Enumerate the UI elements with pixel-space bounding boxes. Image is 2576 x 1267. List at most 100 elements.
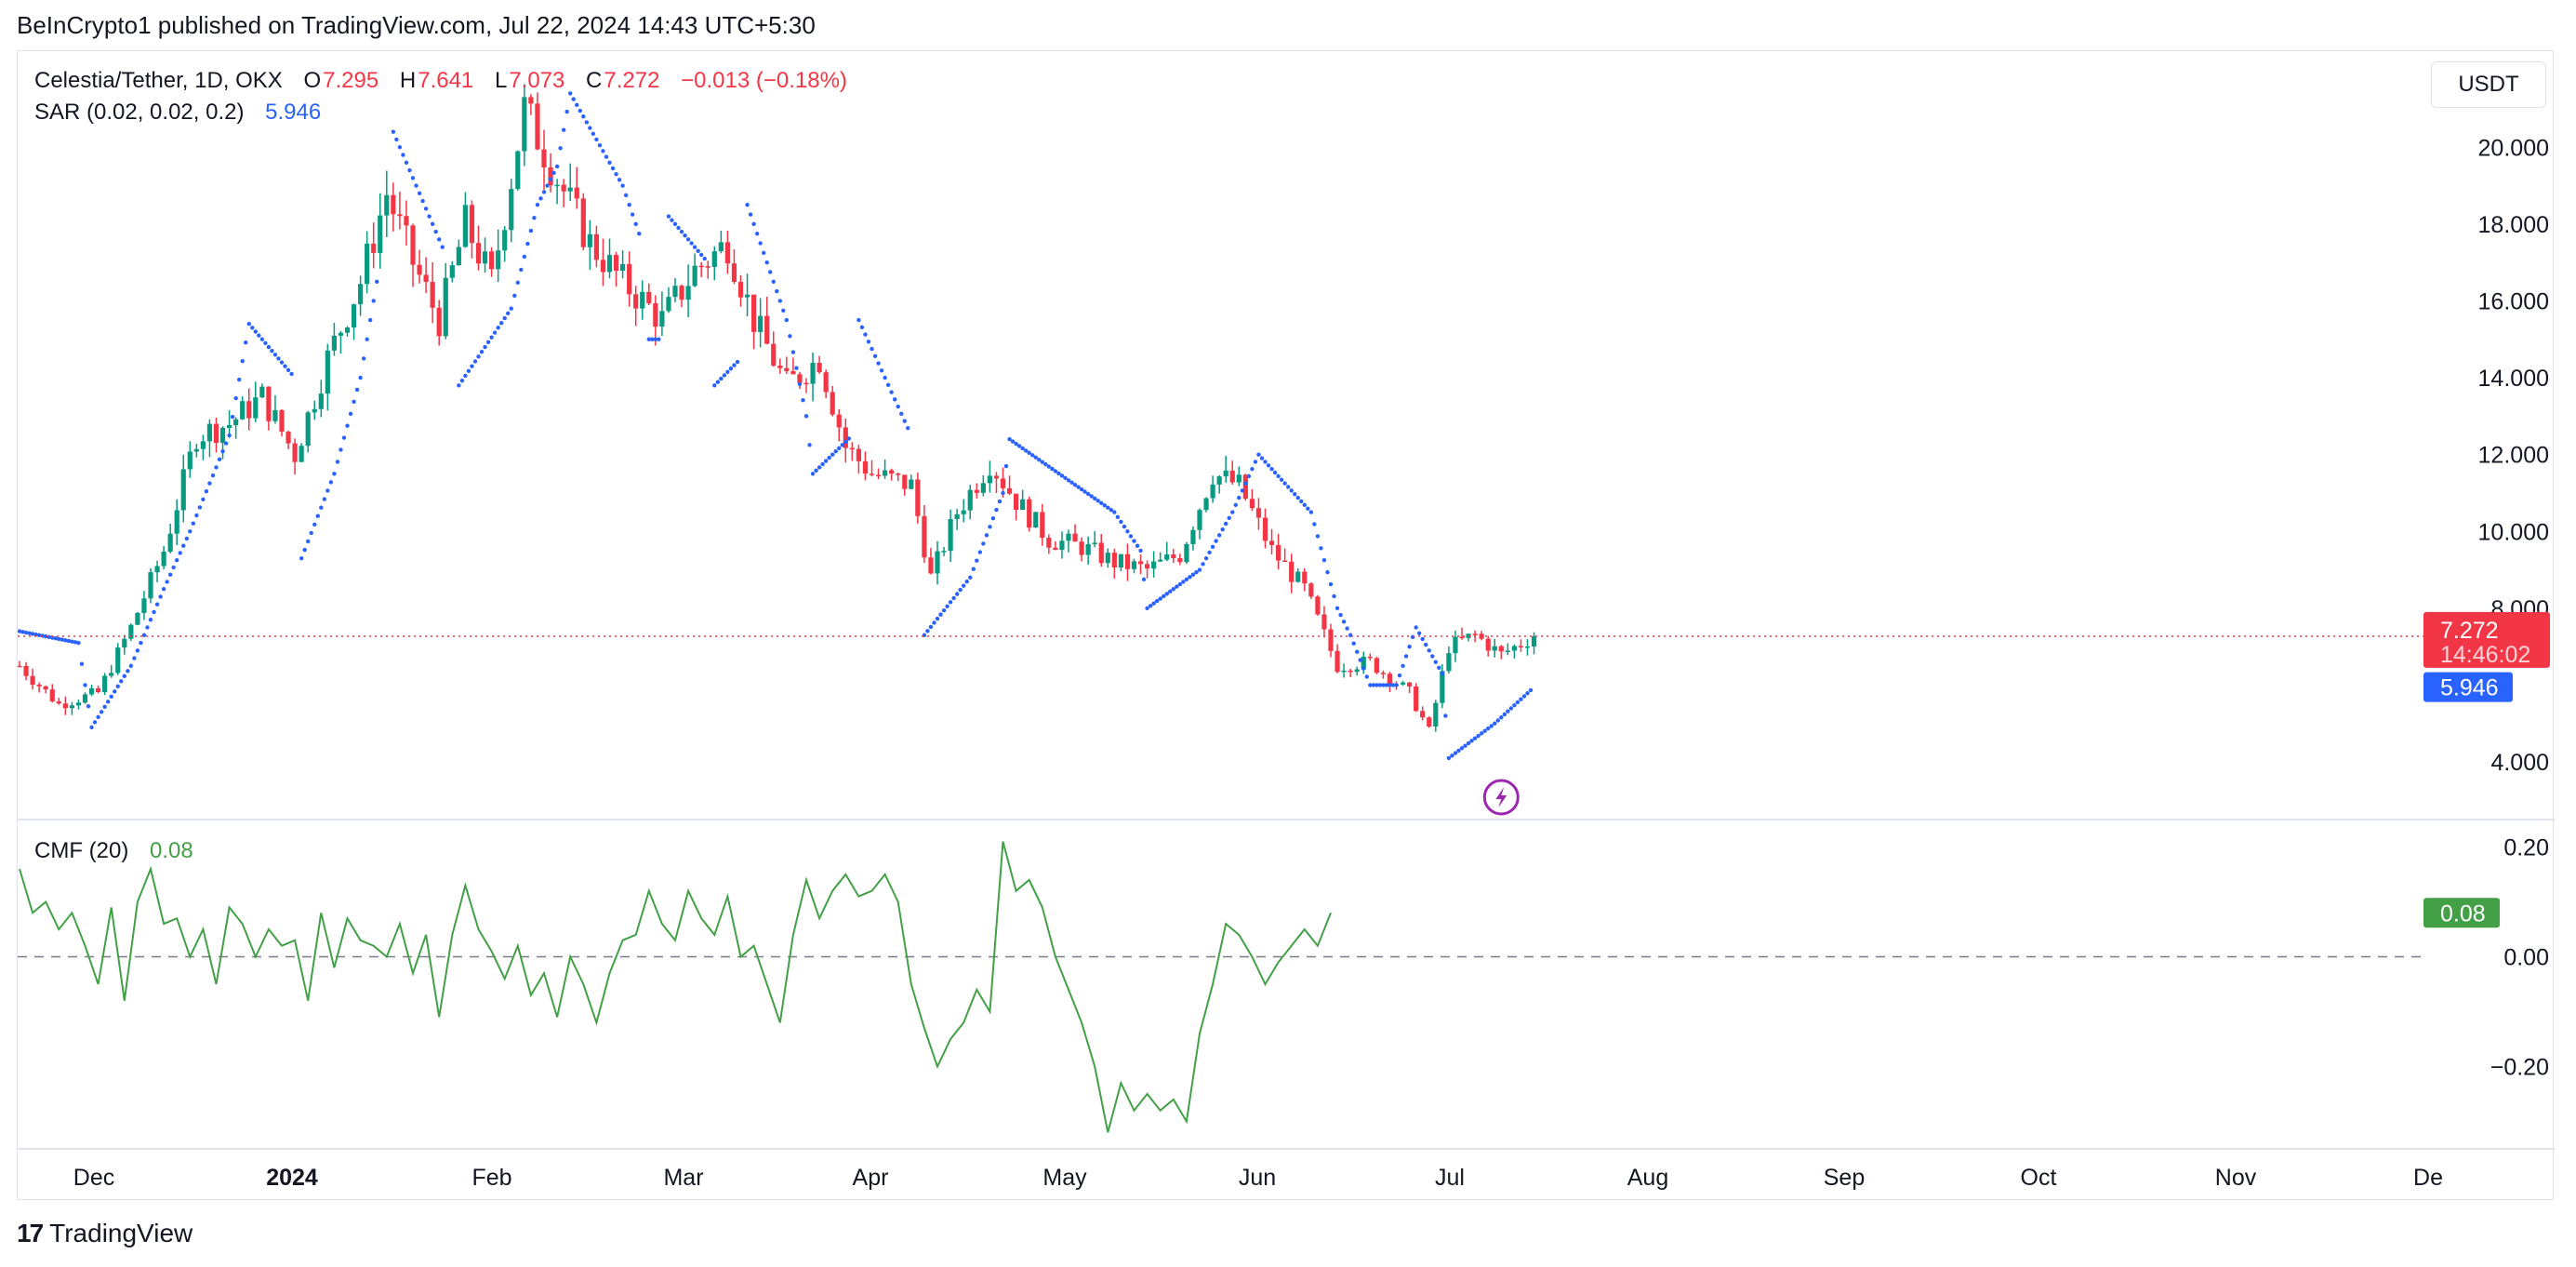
sar-dot [115, 684, 120, 689]
sar-dot [498, 320, 504, 326]
candle-body [1059, 540, 1065, 551]
candle-body [404, 216, 409, 226]
sar-dot [1148, 604, 1153, 608]
sar-dot [141, 633, 147, 637]
sar-dot [1446, 755, 1452, 761]
price-tick-label: 4.000 [2490, 750, 2549, 776]
candle-body [1334, 650, 1340, 673]
sar-dot [312, 522, 317, 527]
candle-body [666, 297, 671, 312]
sar-dot [1072, 482, 1078, 487]
candle-body [1446, 653, 1452, 672]
sar-dot [607, 160, 612, 165]
sar-dot [1141, 577, 1147, 582]
sar-dot [902, 419, 907, 423]
candle-body [292, 443, 298, 462]
candle-body [606, 255, 613, 273]
brand-name: TradingView [49, 1219, 193, 1247]
sar-dot [276, 356, 281, 361]
sar-dot [627, 203, 631, 207]
candle-body [206, 423, 213, 442]
candle-body [299, 446, 304, 462]
sar-dot [768, 270, 773, 274]
candle-body [1092, 542, 1097, 544]
sar-dot [840, 443, 844, 447]
candle-body [102, 675, 108, 693]
candle-body [1177, 558, 1183, 563]
candle-body [456, 247, 461, 266]
sar-dot [175, 558, 179, 563]
sar-dot [906, 426, 910, 431]
sar-dot [401, 153, 405, 157]
price-tick-label: 20.000 [2478, 135, 2549, 161]
sar-dot [810, 472, 816, 476]
sar-dot [1010, 439, 1016, 444]
sar-dot [1037, 457, 1042, 462]
candle-body [1524, 646, 1531, 648]
sar-dot [1424, 642, 1428, 647]
sar-dot [1433, 660, 1439, 664]
sar-dot [257, 333, 261, 338]
time-tick-label: May [1042, 1165, 1087, 1191]
candle-body [430, 282, 435, 308]
sar-dot [1030, 453, 1035, 458]
sar-dot [285, 367, 291, 372]
sar-dot [1076, 485, 1081, 489]
sar-dot [20, 630, 25, 634]
sar-dot [1210, 544, 1215, 549]
sar-dot [1001, 490, 1005, 496]
sar-dot [194, 513, 199, 518]
candle-body [509, 189, 514, 231]
candle-body [896, 473, 901, 475]
sar-dot [581, 114, 586, 119]
sar-dot [1197, 567, 1202, 572]
chart-svg[interactable]: 4.0008.00010.00012.00014.00016.00018.000… [18, 51, 2555, 1201]
sar-dot [128, 663, 134, 668]
sar-dot [784, 317, 790, 323]
sar-dot [1321, 558, 1327, 563]
axes: 4.0008.00010.00012.00014.00016.00018.000… [18, 135, 2555, 1191]
sar-dot [1403, 654, 1409, 659]
sar-dot [1237, 495, 1242, 500]
candle-body [1216, 476, 1222, 485]
candle-body [462, 205, 468, 247]
sar-dot [272, 353, 278, 357]
price-marks [18, 84, 2426, 816]
time-tick-label: Apr [853, 1165, 889, 1191]
sar-dot [620, 183, 625, 188]
candle-body [672, 286, 678, 298]
sar-dot [679, 229, 684, 234]
currency-button[interactable]: USDT [2431, 61, 2546, 108]
cmf-value: 0.08 [150, 838, 193, 863]
candle-body [1040, 512, 1045, 539]
sar-dot [672, 221, 678, 227]
sar-dot [1512, 703, 1517, 708]
candle-body [502, 230, 508, 251]
cmf-marks [19, 841, 1332, 1133]
candle-body [1354, 669, 1360, 673]
sar-dot [803, 414, 809, 419]
sar-dot [1364, 674, 1369, 679]
sar-dot [872, 353, 878, 359]
candle-body [338, 332, 344, 336]
sar-dot [309, 530, 313, 536]
candle-body [627, 263, 632, 295]
sar-dot [601, 149, 605, 153]
sar-dot [758, 241, 763, 246]
candle-body [751, 294, 757, 332]
sar-dot [837, 446, 842, 450]
sar-dot [1093, 496, 1097, 501]
sar-dot [227, 433, 232, 438]
candle-body [1407, 682, 1413, 687]
sar-dot [777, 299, 782, 303]
sar-dot [250, 326, 255, 330]
sar-dot [538, 196, 543, 201]
sar-dot [1293, 492, 1297, 497]
sar-dot [623, 193, 629, 198]
time-tick-label: Nov [2215, 1165, 2257, 1191]
candle-body [862, 460, 869, 474]
candle-body [1006, 487, 1013, 494]
sar-dot [990, 516, 996, 521]
sar-dot [1190, 572, 1196, 577]
sar-dot [732, 363, 737, 367]
